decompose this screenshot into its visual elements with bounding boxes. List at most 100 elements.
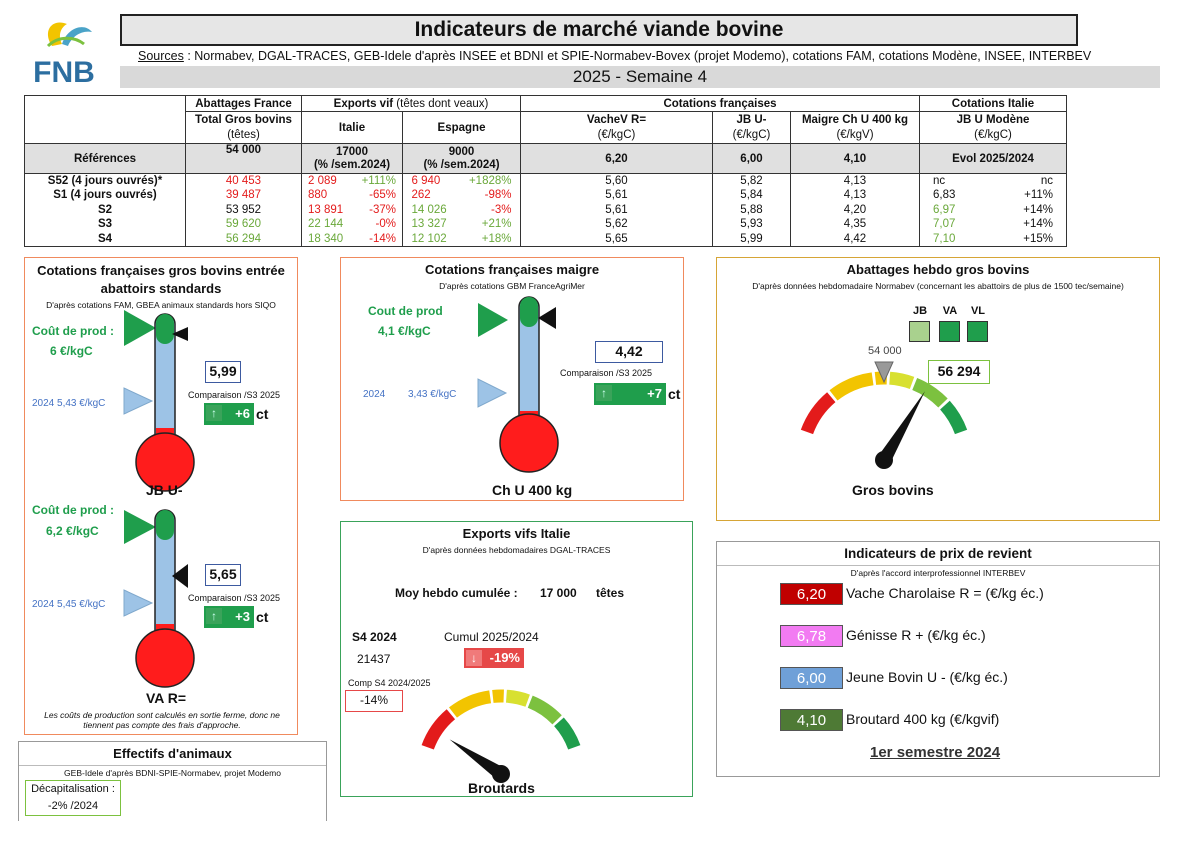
svg-text:FNB: FNB xyxy=(33,56,95,86)
fnb-logo: FNB xyxy=(22,16,106,89)
thermo-fill xyxy=(156,314,174,344)
th-espagne: Espagne xyxy=(402,111,521,144)
row-maigre: 4,42 xyxy=(790,231,920,247)
va-cout-value: 6,2 €/kgC xyxy=(46,524,99,538)
row-label: S1 (4 jours ouvrés) xyxy=(24,188,186,203)
panel-note: D'après cotations GBM FranceAgriMer xyxy=(439,281,585,291)
th-tetes: (têtes) xyxy=(185,127,302,144)
table-row: S4 56 294 18 340 -14% 12 102 +18% 5,65 5,99 4,42… xyxy=(24,231,1067,247)
va-ref-2024: 2024 5,45 €/kgC xyxy=(32,599,106,610)
panel-effectifs: Effectifs d'animaux GEB-Idele d'après BD… xyxy=(18,741,327,821)
jb-unit: ct xyxy=(256,406,269,422)
row-italie: 2 089 +111% xyxy=(301,173,403,188)
row-italie: 18 340 -14% xyxy=(301,231,403,247)
panel-title: Cotations françaises gros bovins entrée … xyxy=(37,263,285,296)
row-italie: 22 144 -0% xyxy=(301,217,403,232)
th-abattages: Abattages France xyxy=(185,95,302,112)
moy-unit: têtes xyxy=(596,586,625,600)
abattages-legend: JB VA VL xyxy=(909,305,989,345)
row-maigre: 4,13 xyxy=(790,173,920,188)
panel-note: D'après données hebdomadaire Normabev (c… xyxy=(752,281,1124,291)
row-total: 53 952 xyxy=(185,202,302,217)
row-total: 59 620 xyxy=(185,217,302,232)
va-name: VA R= xyxy=(146,690,187,706)
moy-value: 17 000 xyxy=(540,586,577,600)
row-label: S52 (4 jours ouvrés)* xyxy=(24,173,186,188)
ref-2024-marker xyxy=(123,387,154,415)
row-vache: 5,60 xyxy=(520,173,713,188)
va-unit: ct xyxy=(256,609,269,625)
prix-value: 6,00 xyxy=(780,667,843,689)
row-jb: 5,88 xyxy=(712,202,791,217)
row-modene: 6,97 +14% xyxy=(919,202,1067,217)
va-cout-label: Coût de prod : xyxy=(32,503,114,517)
row-label: S3 xyxy=(24,217,186,232)
row-label: S4 xyxy=(24,231,186,247)
table-row: S3 59 620 22 144 -0% 13 327 +21% 5,62 5,93 4,35 7… xyxy=(24,217,1067,232)
panel-note: GEB-Idele d'après BDNI-SPIE-Normabev, pr… xyxy=(19,765,326,778)
ref-total: 54 000 xyxy=(185,143,302,174)
ref-label: Références xyxy=(24,143,186,174)
panel-title: Abattages hebdo gros bovins xyxy=(846,262,1030,277)
panel-exports: Exports vifs Italie D'après données hebd… xyxy=(340,521,693,797)
va-thermometer xyxy=(123,509,195,688)
thermo-fill xyxy=(156,510,174,540)
th-cot-fr: Cotations françaises xyxy=(520,95,920,112)
comp-value: -14% xyxy=(345,690,403,712)
th-vache: VacheV R= xyxy=(520,111,713,128)
corner-cell xyxy=(24,95,186,144)
sources-label: Sources xyxy=(138,49,184,63)
market-table: Abattages France Exports vif (têtes dont… xyxy=(24,95,1067,247)
ref-vache: 6,20 xyxy=(520,143,713,174)
row-total: 56 294 xyxy=(185,231,302,247)
row-espagne: 14 026 -3% xyxy=(402,202,521,217)
s4-label: S4 2024 xyxy=(352,630,397,644)
panel-title: Exports vifs Italie xyxy=(462,526,571,541)
jb-thermometer xyxy=(123,310,195,492)
row-espagne: 262 -98% xyxy=(402,188,521,203)
th-jb: JB U- xyxy=(712,111,791,128)
maigre-comp: Comparaison /S3 2025 xyxy=(560,368,653,378)
th-cot-it: Cotations Italie xyxy=(919,95,1067,112)
abattages-name: Gros bovins xyxy=(852,482,934,498)
row-total: 39 487 xyxy=(185,188,302,203)
row-label: S2 xyxy=(24,202,186,217)
jb-name: JB U- xyxy=(146,482,183,498)
th-total: Total Gros bovins xyxy=(185,111,302,128)
sources-line: Sources : Normabev, DGAL-TRACES, GEB-Ide… xyxy=(138,49,1091,63)
maigre-value: 4,42 xyxy=(595,341,663,363)
jb-comp: Comparaison /S3 2025 xyxy=(188,390,281,400)
ref-jb: 6,00 xyxy=(712,143,791,174)
row-modene: nc nc xyxy=(919,173,1067,188)
va-delta: ↑ +3 xyxy=(204,606,254,628)
panel-note: D'après données hebdomadaires DGAL-TRACE… xyxy=(422,545,611,555)
maigre-cout-value: 4,1 €/kgC xyxy=(378,324,431,338)
row-italie: 13 891 -37% xyxy=(301,202,403,217)
current-marker xyxy=(172,564,188,588)
ref-2024-marker xyxy=(477,378,508,408)
cout-marker xyxy=(124,510,156,544)
row-jb: 5,82 xyxy=(712,173,791,188)
row-modene: 7,07 +14% xyxy=(919,217,1067,232)
arrow-up-icon: ↑ xyxy=(206,608,222,624)
row-vache: 5,62 xyxy=(520,217,713,232)
s4-value: 21437 xyxy=(357,652,391,666)
row-vache: 5,61 xyxy=(520,202,713,217)
row-modene: 7,10 +15% xyxy=(919,231,1067,247)
maigre-cout-label: Cout de prod xyxy=(368,304,443,318)
arrow-up-icon: ↑ xyxy=(206,405,222,421)
prix-label: Broutard 400 kg (€/kgvif) xyxy=(846,711,1000,727)
row-modene: 6,83 +11% xyxy=(919,188,1067,203)
row-italie: 880 -65% xyxy=(301,188,403,203)
gauge-needle xyxy=(449,739,510,783)
maigre-name: Ch U 400 kg xyxy=(492,482,573,498)
maigre-ref-2024-value: 3,43 €/kgC xyxy=(408,389,457,400)
arrow-down-icon: ↓ xyxy=(466,650,482,666)
th-unit-maigre: (€/kgV) xyxy=(790,127,920,144)
prix-label: Génisse R + (€/kg éc.) xyxy=(846,627,986,643)
panel-note: D'après l'accord interprofessionnel INTE… xyxy=(717,565,1159,578)
ref-italie: 17000 (% /sem.2024) xyxy=(301,143,403,174)
maigre-thermometer xyxy=(477,296,559,473)
row-maigre: 4,20 xyxy=(790,202,920,217)
moy-label: Moy hebdo cumulée : xyxy=(395,586,518,600)
